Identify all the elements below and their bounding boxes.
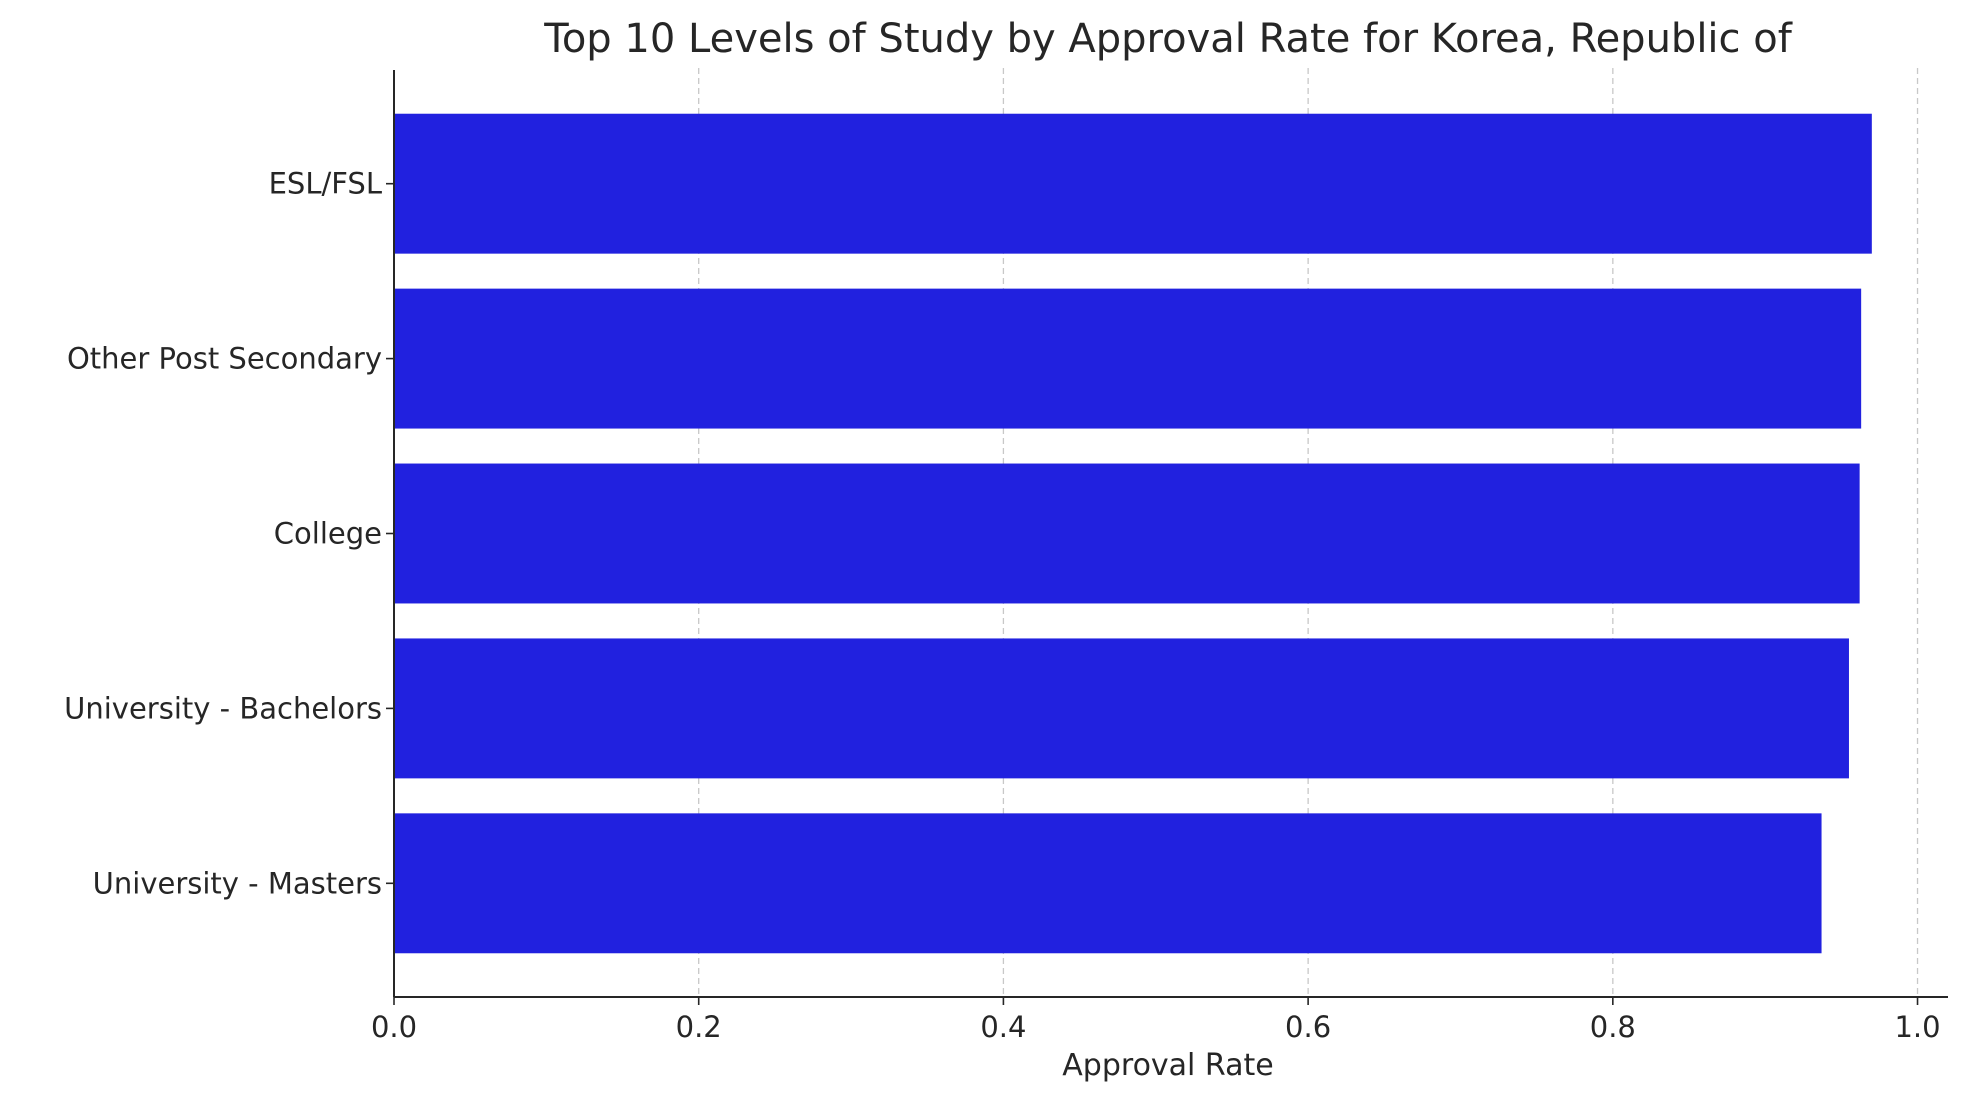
y-tick-label: College xyxy=(274,517,382,551)
x-tick-label: 0.6 xyxy=(1285,1010,1331,1044)
bar xyxy=(394,288,1862,429)
x-tick-label: 0.8 xyxy=(1590,1010,1636,1044)
y-tick-label: ESL/FSL xyxy=(269,167,382,201)
x-tick-label: 1.0 xyxy=(1894,1010,1940,1044)
y-tick-labels: ESL/FSL Other Post Secondary College Univer… xyxy=(64,167,382,901)
bar xyxy=(394,638,1849,779)
bar xyxy=(394,463,1860,604)
bars xyxy=(394,113,1872,954)
x-tick-label: 0.2 xyxy=(676,1010,722,1044)
y-tick-label: University - Masters xyxy=(93,866,382,900)
bar xyxy=(394,813,1822,954)
x-axis-label: Approval Rate xyxy=(1062,1048,1273,1083)
y-tick-label: Other Post Secondary xyxy=(67,342,382,376)
x-tick-labels: 0.0 0.2 0.4 0.6 0.8 1.0 xyxy=(371,1010,1941,1044)
y-tick-label: University - Bachelors xyxy=(64,691,382,725)
axes xyxy=(386,70,1948,1005)
bar xyxy=(394,113,1872,254)
x-tick-label: 0.0 xyxy=(371,1010,417,1044)
x-tick-label: 0.4 xyxy=(980,1010,1026,1044)
chart-title: Top 10 Levels of Study by Approval Rate … xyxy=(543,16,1793,62)
